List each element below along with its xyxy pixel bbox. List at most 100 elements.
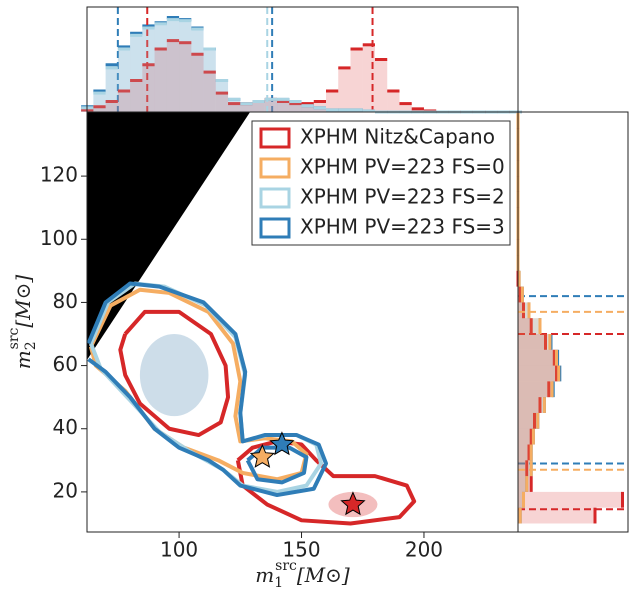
hist-bar [105,67,118,112]
hist-bar [154,23,167,112]
y-tick-label: 120 [40,163,78,187]
hist-bar [191,28,204,112]
hist-bar [313,107,327,112]
hist-bar [518,460,527,477]
hist-bar [518,444,532,461]
legend-label: XPHM PV=223 FS=2 [300,185,505,209]
hist-bar [166,19,180,113]
hist-bar [203,49,216,112]
hist-bar [191,54,204,112]
hist-bar [518,318,540,334]
hist-bar [518,349,558,366]
hist-bar [203,49,216,112]
y-tick-label: 40 [53,415,78,439]
hist-bar [518,334,551,350]
hist-bar [130,33,143,112]
legend-swatch [259,157,291,179]
hist-bar [518,334,550,350]
hist-bar [518,412,535,429]
x-tick-label: 150 [282,538,320,562]
hist-bar [252,101,265,112]
hist-bar [301,105,314,112]
axis-label-part: src [275,558,297,574]
legend-swatch [259,217,291,239]
hist-bar [518,397,545,413]
hist-bar [215,80,229,112]
legend-label: XPHM PV=223 FS=0 [300,155,505,179]
hist-bar [518,507,595,524]
hist-bar [117,49,131,112]
hist-bar [154,49,167,112]
hist-bar [387,91,400,112]
hist-bar [518,302,529,319]
hist-bar [228,99,241,112]
hist-bar [518,412,538,429]
hist-bar [130,80,143,112]
hist-bar [301,103,314,112]
hist-bar [518,318,540,334]
star-marker [340,491,366,516]
hist-bar [252,101,265,112]
hist-bar [411,108,424,112]
legend-swatch [259,127,291,149]
hist-bar [518,349,555,366]
hist-bar [117,46,131,112]
legend-box [251,120,511,246]
star-marker [249,443,275,468]
y-tick-label: 80 [53,289,78,313]
axis-label-part: [M⊙] [297,563,350,587]
hist-bar [518,381,553,398]
hist-bar [338,67,351,112]
hist-bar [518,302,524,319]
hist-bar [277,101,290,112]
legend-swatch [259,187,291,209]
hist-bar [166,40,180,112]
hist-bar [518,491,524,508]
hist-bar [117,91,131,112]
hist-bar [252,101,265,112]
hist-bar [289,101,302,112]
hist-bar [518,286,523,303]
contour-line [87,281,329,498]
hist-bar [142,28,155,112]
hist-bar [215,93,229,112]
hist-bar [518,460,532,477]
hist-bar [191,29,204,112]
hist-bar [518,476,527,492]
hist-bar [518,428,532,445]
hist-bar [130,35,143,112]
hist-bar [518,444,529,461]
hist-bar [518,397,540,413]
hist-bar [179,42,192,113]
hist-bar [240,103,253,112]
hist-bar [518,334,546,350]
x-tick-label: 100 [160,538,198,562]
hist-bar [518,428,534,445]
axis-label-part: m [255,563,274,587]
hist-bar [203,72,216,112]
hist-bar [518,381,554,398]
axis-label-part: m [11,350,35,369]
marginal-frame [86,6,519,113]
hist-bar [518,412,538,429]
hist-bar [215,80,229,112]
hist-bar [93,93,106,112]
x-tick-label: 200 [405,538,443,562]
hist-bar [142,64,155,112]
hist-bar [289,103,302,112]
hist-bar [518,491,623,508]
hist-bar [518,365,557,382]
density-blob [139,334,209,417]
hist-bar [518,349,557,366]
hist-bar [301,105,314,112]
star-marker [269,431,295,456]
y-tick-label: 100 [40,226,78,250]
hist-bar [518,365,559,382]
y-tick-label: 60 [53,352,78,376]
hist-bar [313,107,327,112]
hist-bar [289,101,302,112]
hist-bar [228,103,241,112]
hist-bar [277,99,290,112]
